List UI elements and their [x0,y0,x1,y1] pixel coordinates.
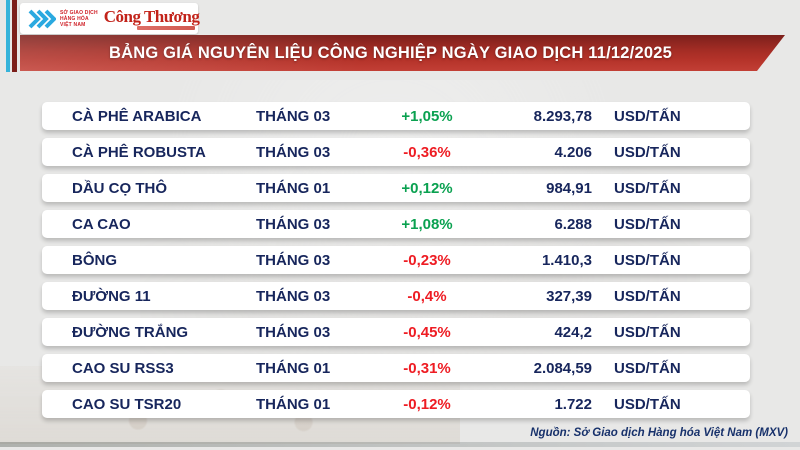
change-percent: -0,4% [407,287,447,305]
contract-month: THÁNG 01 [256,395,331,413]
mxv-chevrons-icon [28,9,56,28]
change-percent: +0,12% [401,179,453,197]
change-percent: +1,08% [401,215,453,233]
table-row: CA CAO THÁNG 03 +1,08% 6.288 USD/TẤN [42,210,750,238]
table-row: ĐƯỜNG TRẮNG THÁNG 03 -0,45% 424,2 USD/TẤ… [42,318,750,346]
price-value: 327,39 [546,287,592,305]
contract-month: THÁNG 01 [256,359,331,377]
price-value: 424,2 [554,323,592,341]
table-row: ĐƯỜNG 11 THÁNG 03 -0,4% 327,39 USD/TẤN [42,282,750,310]
commodity-name: CÀ PHÊ ARABICA [72,107,202,125]
contract-month: THÁNG 03 [256,251,331,269]
table-row: BÔNG THÁNG 03 -0,23% 1.410,3 USD/TẤN [42,246,750,274]
table-row: CÀ PHÊ ROBUSTA THÁNG 03 -0,36% 4.206 USD… [42,138,750,166]
price-value: 4.206 [554,143,592,161]
price-value: 2.084,59 [533,359,592,377]
change-percent: -0,45% [403,323,451,341]
price-table: CÀ PHÊ ARABICA THÁNG 03 +1,05% 8.293,78 … [42,102,750,426]
price-unit: USD/TẤN [614,107,681,125]
left-accent-stripe-cyan [6,0,10,72]
change-percent: -0,23% [403,251,451,269]
price-value: 1.410,3 [541,251,592,269]
table-row: CAO SU RSS3 THÁNG 01 -0,31% 2.084,59 USD… [42,354,750,382]
commodity-name: BÔNG [72,251,117,269]
price-unit: USD/TẤN [614,251,681,269]
price-unit: USD/TẤN [614,323,681,341]
contract-month: THÁNG 03 [256,287,331,305]
cong-thuong-logo: Công Thương [104,8,200,30]
commodity-name: CAO SU RSS3 [72,359,174,377]
price-unit: USD/TẤN [614,395,681,413]
table-row: DẦU CỌ THÔ THÁNG 01 +0,12% 984,91 USD/TẤ… [42,174,750,202]
price-value: 984,91 [546,179,592,197]
change-percent: +1,05% [401,107,453,125]
commodity-name: CÀ PHÊ ROBUSTA [72,143,206,161]
price-unit: USD/TẤN [614,179,681,197]
commodity-name: CA CAO [72,215,131,233]
mxv-text-line-2: HÀNG HÓA [60,15,89,22]
page-title: BẢNG GIÁ NGUYÊN LIỆU CÔNG NGHIỆP NGÀY GI… [109,43,672,62]
change-percent: -0,36% [403,143,451,161]
commodity-name: DẦU CỌ THÔ [72,179,167,197]
price-value: 1.722 [554,395,592,413]
contract-month: THÁNG 03 [256,323,331,341]
table-row: CAO SU TSR20 THÁNG 01 -0,12% 1.722 USD/T… [42,390,750,418]
change-percent: -0,31% [403,359,451,377]
commodity-name: ĐƯỜNG TRẮNG [72,323,189,341]
price-unit: USD/TẤN [614,287,681,305]
change-percent: -0,12% [403,395,451,413]
contract-month: THÁNG 03 [256,215,331,233]
cong-thuong-tagline-bar [136,25,195,30]
price-unit: USD/TẤN [614,143,681,161]
masthead: SỞ GIAO DỊCH HÀNG HÓA VIỆT NAM Công Thươ… [20,3,200,34]
mxv-text-line-3: VIỆT NAM [60,21,86,28]
source-note: Nguồn: Sở Giao dịch Hàng hóa Việt Nam (M… [530,427,788,439]
mxv-text-line-1: SỞ GIAO DỊCH [60,9,98,16]
price-value: 6.288 [554,215,592,233]
price-unit: USD/TẤN [614,215,681,233]
price-value: 8.293,78 [533,107,592,125]
cong-thuong-wordmark: Công Thương [103,6,200,26]
contract-month: THÁNG 01 [256,179,331,197]
commodity-name: ĐƯỜNG 11 [72,287,151,305]
left-accent-stripe-red [12,0,17,72]
mxv-logo-text: SỞ GIAO DỊCH HÀNG HÓA VIỆT NAM [60,10,98,28]
table-row: CÀ PHÊ ARABICA THÁNG 03 +1,05% 8.293,78 … [42,102,750,130]
price-unit: USD/TẤN [614,359,681,377]
title-banner: BẢNG GIÁ NGUYÊN LIỆU CÔNG NGHIỆP NGÀY GI… [20,35,785,71]
bottom-edge-band [0,442,800,447]
contract-month: THÁNG 03 [256,143,331,161]
contract-month: THÁNG 03 [256,107,331,125]
commodity-name: CAO SU TSR20 [72,395,182,413]
